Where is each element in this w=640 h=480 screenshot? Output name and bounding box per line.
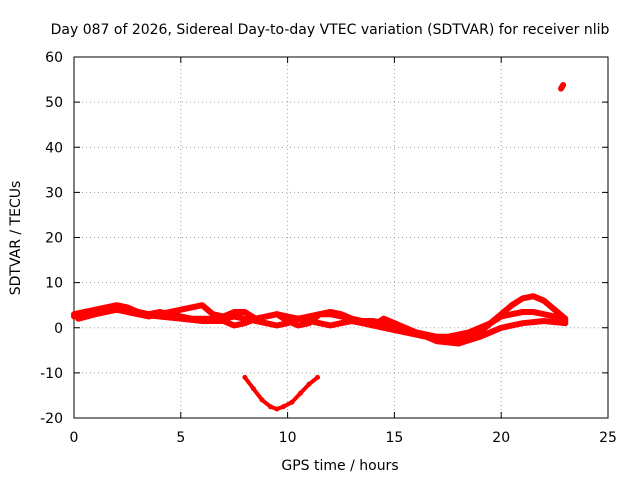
data-point-track-b — [327, 323, 333, 328]
x-tick-labels: 0 5 10 15 20 25 — [70, 430, 617, 446]
x-axis-label: GPS time / hours — [281, 458, 398, 474]
data-point-track-c — [520, 320, 526, 326]
data-point-dip — [268, 404, 273, 410]
data-point-track-c — [114, 307, 120, 313]
data-point-dip — [250, 386, 256, 392]
data-point-track-b — [221, 314, 226, 319]
data-point-track-c — [349, 316, 355, 322]
data-point-track-c — [135, 311, 141, 317]
data-point-track-a — [520, 309, 526, 315]
data-point-track-b — [199, 302, 205, 308]
y-tick-label: 60 — [45, 50, 63, 66]
y-tick-label: 20 — [45, 231, 63, 247]
data-point-track-b — [520, 295, 526, 301]
data-point-track-c — [285, 318, 291, 324]
data-point-track-c — [541, 318, 547, 324]
data-point-track-b — [295, 316, 301, 322]
axis-ticks — [73, 56, 609, 419]
data-point-track-c — [306, 320, 312, 326]
data-point-dip — [297, 390, 303, 396]
data-point-track-c — [477, 334, 483, 340]
data-point-track-b — [178, 307, 184, 313]
data-point-track-c — [338, 311, 344, 317]
data-point-track-a — [509, 311, 515, 317]
data-point-track-b — [498, 311, 504, 317]
y-tick-label: -20 — [40, 411, 63, 427]
y-tick-label: 50 — [45, 95, 63, 111]
data-point-dip — [306, 381, 312, 387]
data-point-track-c — [317, 311, 323, 317]
data-point-track-b — [71, 314, 77, 319]
data-point-track-b — [509, 302, 515, 308]
data-point-track-b — [391, 327, 397, 333]
data-point-track-c — [562, 320, 568, 326]
y-tick-labels: -20 -10 0 10 20 30 40 50 60 — [40, 50, 63, 427]
data-point-track-c — [381, 316, 387, 322]
data-point-dip — [259, 397, 265, 403]
x-tick-label: 15 — [385, 430, 403, 446]
data-point-track-c — [456, 341, 461, 346]
data-point-track-c — [434, 338, 440, 344]
data-point-track-a — [541, 311, 547, 317]
y-tick-label: 40 — [45, 140, 63, 156]
data-point-track-a — [274, 323, 280, 328]
x-tick-label: 5 — [176, 430, 185, 446]
data-point-track-a — [530, 309, 536, 315]
data-point-track-c — [391, 320, 397, 326]
data-point-track-c — [156, 314, 162, 319]
chart-title: Day 087 of 2026, Sidereal Day-to-day VTE… — [51, 22, 610, 38]
x-tick-label: 25 — [599, 430, 617, 446]
data-point-track-c — [413, 329, 419, 335]
data-point-track-b — [541, 298, 547, 304]
data-point-track-b — [231, 309, 237, 315]
data-point-track-c — [498, 325, 504, 331]
data-point-track-c — [221, 318, 226, 324]
y-axis-label: SDTVAR / TECUs — [8, 181, 24, 296]
data-point-track-b — [338, 320, 344, 326]
y-tick-label: -10 — [40, 366, 63, 382]
data-point-track-c — [75, 316, 81, 322]
data-point-track-a — [263, 320, 269, 326]
data-point-track-a — [552, 314, 558, 319]
data-point-dip — [315, 374, 320, 380]
data-point-dip — [242, 374, 248, 380]
data-point-track-c — [263, 314, 269, 319]
data-point-track-c — [327, 309, 333, 315]
data-point-track-c — [199, 318, 205, 324]
data-point-track-c — [92, 311, 98, 317]
data-point-track-c — [295, 323, 301, 328]
y-tick-label: 10 — [45, 276, 63, 292]
data-point-track-b — [381, 325, 387, 331]
x-tick-label: 20 — [492, 430, 510, 446]
data-point-track-b — [242, 309, 248, 315]
x-tick-label: 10 — [279, 430, 297, 446]
data-point-track-b — [317, 320, 323, 326]
series-dip — [242, 375, 320, 411]
data-point-track-b — [210, 311, 216, 317]
data-point-track-c — [178, 316, 184, 322]
data-point-track-b — [562, 316, 568, 322]
grid — [74, 57, 608, 418]
data-point-outlier — [560, 82, 566, 88]
data-point-track-b — [530, 293, 536, 299]
y-tick-label: 0 — [54, 321, 63, 337]
data-point-track-b — [488, 320, 493, 326]
data-point-track-c — [231, 323, 237, 328]
data-point-dip — [289, 399, 295, 405]
data-point-track-c — [242, 320, 248, 326]
series-group — [71, 82, 569, 412]
data-point-track-b — [189, 304, 194, 310]
y-tick-label: 30 — [45, 185, 63, 201]
data-point-track-b — [552, 307, 558, 313]
x-tick-label: 0 — [70, 430, 79, 446]
data-point-dip — [274, 406, 280, 412]
data-point-track-c — [274, 311, 280, 317]
data-point-track-c — [370, 323, 376, 328]
data-point-track-b — [167, 309, 173, 315]
data-point-dip — [280, 404, 286, 410]
data-point-track-c — [253, 316, 259, 322]
